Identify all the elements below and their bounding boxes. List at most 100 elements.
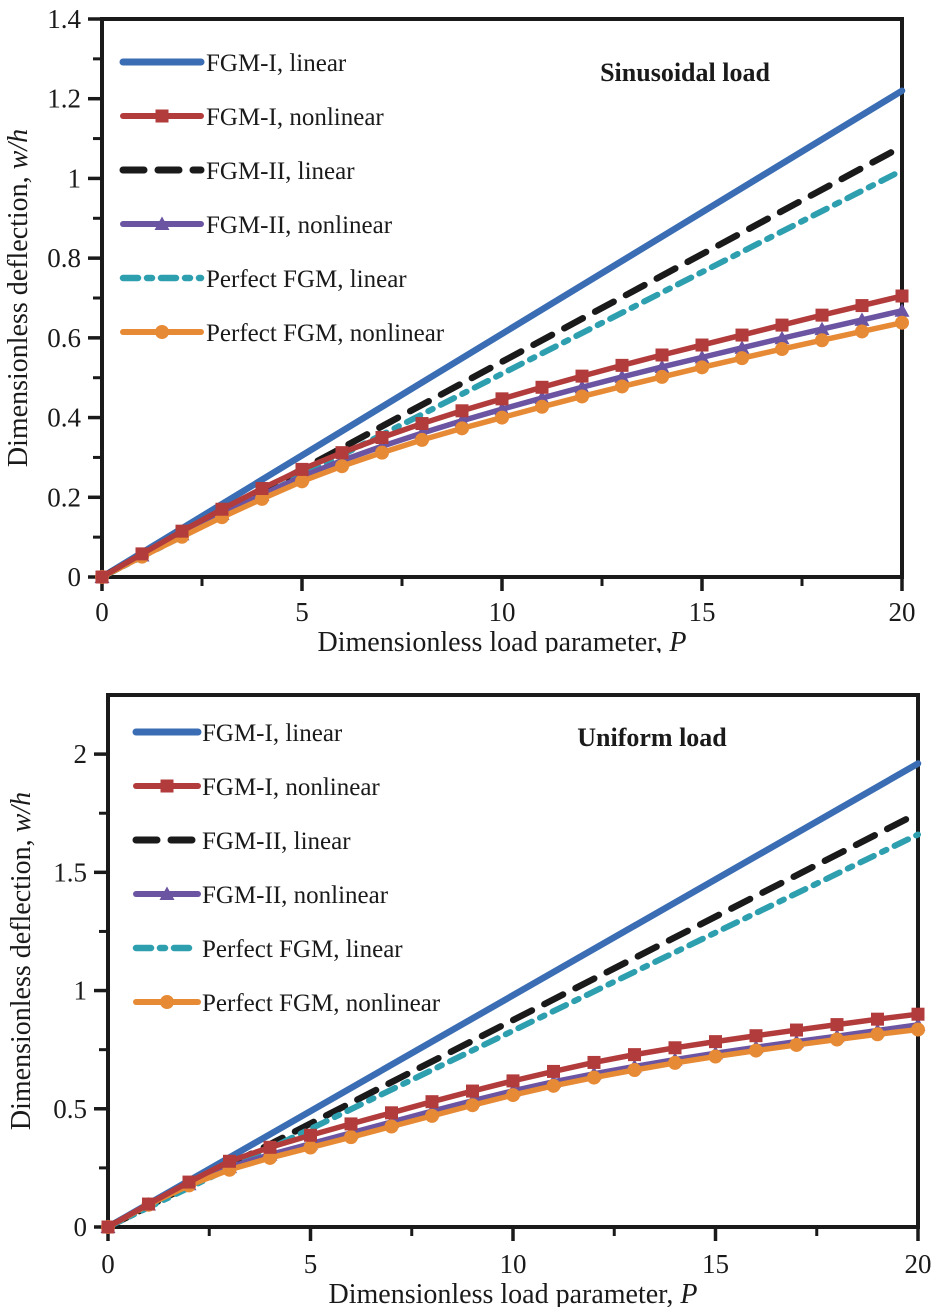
y-tick-label: 0 [68,562,82,592]
triangle-marker [534,390,550,405]
square-marker [855,299,869,313]
square-marker [415,417,429,431]
square-marker [506,1074,520,1088]
square-marker [455,404,469,418]
x-axis-label: Dimensionless load parameter, P [318,627,687,653]
circle-marker [455,421,469,436]
x-tick-label: 10 [489,597,516,627]
legend-swatch-fgm-ii-nonlinear-marker [154,216,170,230]
legend-item-fgm-i-nonlinear: FGM-I, nonlinear [133,774,380,801]
plot-border [106,693,920,1229]
legend-swatch-perfect-fgm-nonlinear-marker [160,995,174,1009]
legend-item-fgm-ii-linear: FGM-II, linear [119,158,355,185]
square-marker [628,1048,641,1062]
square-marker [215,502,229,516]
legend-item-perfect-fgm-nonlinear: Perfect FGM, nonlinear [133,990,441,1017]
series-perfect-fgm-nonlinear-line [105,1026,921,1230]
circle-marker [344,1130,358,1145]
circle-marker [255,491,269,506]
circle-marker [855,324,869,339]
chart-uniform-load: 0 0.5 1 1.5 2 0 5 10 15 20 Dimensionless load para… [0,653,933,1307]
chart-title: Sinusoidal load [600,58,770,87]
legend-label-fgm-ii-nonlinear: FGM-II, nonlinear [202,882,389,909]
triangle-marker [854,312,870,326]
square-marker [223,1154,236,1168]
legend: FGM-I, linear FGM-I, nonlinear FGM-II, lin… [119,50,445,347]
legend: FGM-I, linear FGM-I, nonlinear FGM-II, lin… [132,720,441,1017]
legend-swatch-perfect-fgm-nonlinear-marker [155,325,169,339]
chart-title: Uniform load [577,723,727,752]
circle-marker [911,1022,925,1037]
square-marker [535,380,549,394]
chart-sinusoidal-load: 0 0.2 0.4 0.6 0.8 1 1.2 1.4 0 5 10 15 20 Dimensionles… [0,0,933,653]
square-marker [615,358,629,372]
series-group [94,87,910,584]
x-tick-label: 15 [689,597,716,627]
y-tick-label: 0.6 [47,323,81,353]
y-tick-label: 1.5 [53,857,87,887]
x-tick-label: 5 [304,1249,318,1279]
circle-marker [575,389,589,404]
series-fgm-i-linear-line [104,760,922,1231]
sinusoidal-load-chart-canvas: 0 0.2 0.4 0.6 0.8 1 1.2 1.4 0 5 10 15 20 Dimensionles… [3,4,916,653]
triangle-marker [574,379,590,394]
legend-label-fgm-ii-linear: FGM-II, linear [202,828,351,855]
y-tick-label: 1 [74,976,88,1006]
square-marker [175,524,189,538]
legend-item-perfect-fgm-nonlinear: Perfect FGM, nonlinear [120,320,445,347]
series-fgm-i-nonlinear-markers [101,1007,925,1234]
y-axis-label: Dimensionless deflection, w/h [3,129,34,467]
square-marker [495,392,509,406]
legend-label-perfect-fgm-nonlinear: Perfect FGM, nonlinear [206,320,445,347]
circle-marker [303,1140,318,1155]
triangle-marker [694,349,710,364]
square-marker [142,1197,155,1211]
legend-item-fgm-ii-linear: FGM-II, linear [132,828,351,855]
circle-marker [425,1108,439,1123]
square-marker [587,1055,601,1069]
legend-label-fgm-i-linear: FGM-I, linear [202,720,343,747]
square-marker [749,1029,763,1043]
square-marker [575,369,589,383]
circle-marker [506,1088,520,1103]
triangle-marker [654,359,670,373]
legend-item-fgm-i-linear: FGM-I, linear [132,720,343,747]
square-marker [668,1041,682,1055]
triangle-marker [814,321,830,336]
axis-ticks: 0 0.2 0.4 0.6 0.8 1 1.2 1.4 0 5 10 15 20 [47,4,915,627]
circle-marker [830,1032,844,1047]
legend-item-perfect-fgm-linear: Perfect FGM, linear [132,936,403,963]
y-tick-label: 1.4 [47,4,81,34]
series-perfect-fgm-nonlinear-markers [101,1022,925,1234]
square-marker [735,328,749,342]
circle-marker [870,1027,885,1042]
y-axis-label: Dimensionless deflection, w/h [6,792,37,1130]
square-marker [255,482,269,496]
y-tick-label: 0 [74,1212,88,1242]
legend-swatch-fgm-i-nonlinear-marker [160,779,174,793]
square-marker [335,446,349,460]
x-tick-label: 15 [702,1249,729,1279]
y-tick-label: 1.2 [47,84,81,114]
circle-marker [655,369,669,384]
square-marker [135,547,149,561]
square-marker [895,289,909,303]
legend-swatch-fgm-i-nonlinear-marker [155,109,169,123]
circle-marker [735,351,749,366]
triangle-marker [734,340,750,354]
y-tick-label: 0.2 [47,482,81,512]
circle-marker [895,315,909,330]
axis-ticks: 00.511.520 5 10 15 20 [53,739,931,1279]
square-marker [375,431,389,444]
square-marker [790,1023,803,1037]
legend-swatch-fgm-ii-nonlinear-marker [159,886,175,900]
square-marker [709,1035,722,1049]
square-marker [344,1117,358,1131]
legend-item-fgm-ii-nonlinear: FGM-II, nonlinear [133,882,389,909]
y-tick-label: 2 [74,739,88,769]
circle-marker [495,410,509,425]
circle-marker [749,1043,763,1058]
circle-marker [815,333,829,348]
circle-marker [546,1078,561,1093]
